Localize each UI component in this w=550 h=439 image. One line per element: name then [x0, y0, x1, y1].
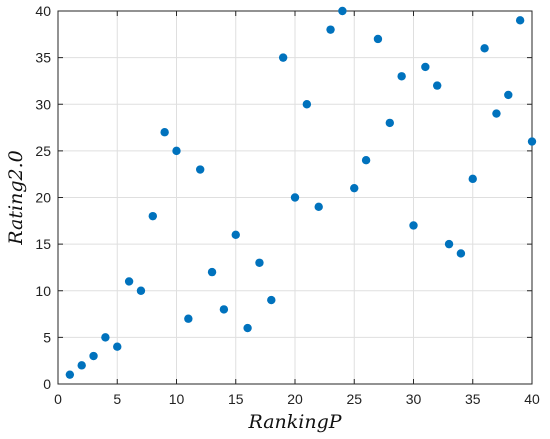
data-point [326, 25, 335, 34]
data-point [243, 323, 252, 333]
data-point [504, 90, 513, 100]
data-point [196, 165, 205, 174]
y-tick-label: 20 [35, 190, 51, 206]
data-point [136, 286, 146, 295]
data-point [267, 295, 276, 305]
x-axis-title: RankingP [247, 411, 342, 433]
data-point [421, 62, 430, 72]
y-tick-label: 40 [35, 3, 51, 19]
data-point [124, 277, 134, 286]
data-point [515, 16, 525, 25]
data-point [338, 6, 347, 16]
y-tick-label: 5 [43, 329, 51, 345]
data-point [480, 44, 489, 53]
data-point [172, 146, 181, 156]
x-tick-label: 5 [113, 391, 121, 407]
data-point [468, 174, 477, 184]
data-point [113, 342, 122, 351]
data-point [290, 193, 300, 202]
data-point [302, 100, 312, 109]
y-tick-label: 30 [35, 96, 51, 112]
x-tick-label: 25 [346, 391, 362, 407]
y-tick-label: 25 [35, 143, 51, 159]
y-tick-label: 10 [35, 283, 51, 299]
data-point [184, 314, 193, 323]
data-point [350, 183, 359, 193]
data-point [433, 81, 442, 90]
data-point [207, 267, 217, 277]
data-point [314, 202, 323, 212]
ticks: 0 5 10 15 20 25 30 35 40 0 5 10 15 20 25 30 35 40 [35, 3, 540, 407]
data-point [527, 137, 537, 146]
data-point [101, 333, 110, 342]
data-point [361, 156, 371, 165]
data-point [444, 239, 454, 249]
x-tick-label: 10 [169, 391, 185, 407]
x-tick-label: 20 [287, 391, 303, 407]
data-point [373, 34, 383, 44]
y-tick-label: 35 [35, 50, 51, 66]
data-points [65, 6, 537, 379]
y-axis-title: Rating2.0 [5, 150, 27, 245]
x-tick-label: 0 [54, 391, 62, 407]
data-point [77, 361, 86, 370]
x-tick-label: 30 [406, 391, 422, 407]
x-tick-label: 35 [465, 391, 481, 407]
data-point [231, 230, 240, 239]
data-point [89, 351, 98, 361]
data-point [385, 118, 394, 128]
data-point [397, 72, 406, 81]
data-point [219, 305, 229, 314]
data-point [255, 258, 264, 267]
data-point [160, 128, 169, 137]
data-point [148, 211, 157, 221]
x-tick-label: 40 [524, 391, 540, 407]
data-point [492, 109, 501, 118]
y-tick-label: 15 [35, 236, 51, 252]
data-point [278, 53, 288, 62]
y-tick-label: 0 [43, 376, 51, 392]
data-point [65, 370, 75, 379]
x-tick-label: 15 [228, 391, 244, 407]
data-point [456, 249, 466, 258]
grid [58, 11, 532, 384]
data-point [409, 221, 418, 230]
